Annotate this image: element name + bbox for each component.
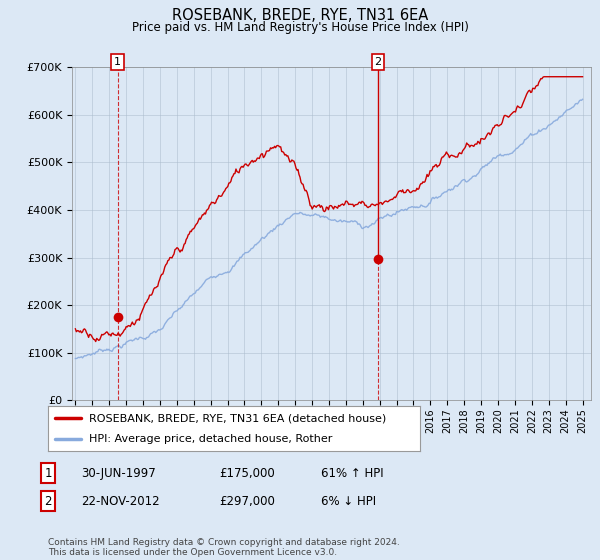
Text: £175,000: £175,000 [219,466,275,480]
Text: £297,000: £297,000 [219,494,275,508]
Text: ROSEBANK, BREDE, RYE, TN31 6EA: ROSEBANK, BREDE, RYE, TN31 6EA [172,8,428,24]
Text: HPI: Average price, detached house, Rother: HPI: Average price, detached house, Roth… [89,433,332,444]
Text: Contains HM Land Registry data © Crown copyright and database right 2024.
This d: Contains HM Land Registry data © Crown c… [48,538,400,557]
Text: ROSEBANK, BREDE, RYE, TN31 6EA (detached house): ROSEBANK, BREDE, RYE, TN31 6EA (detached… [89,413,386,423]
Text: Price paid vs. HM Land Registry's House Price Index (HPI): Price paid vs. HM Land Registry's House … [131,21,469,34]
Text: 2: 2 [374,57,382,67]
Text: 1: 1 [44,466,52,480]
Text: 6% ↓ HPI: 6% ↓ HPI [321,494,376,508]
Text: 22-NOV-2012: 22-NOV-2012 [81,494,160,508]
Text: 2: 2 [44,494,52,508]
Text: 61% ↑ HPI: 61% ↑ HPI [321,466,383,480]
Text: 1: 1 [114,57,121,67]
Text: 30-JUN-1997: 30-JUN-1997 [81,466,156,480]
